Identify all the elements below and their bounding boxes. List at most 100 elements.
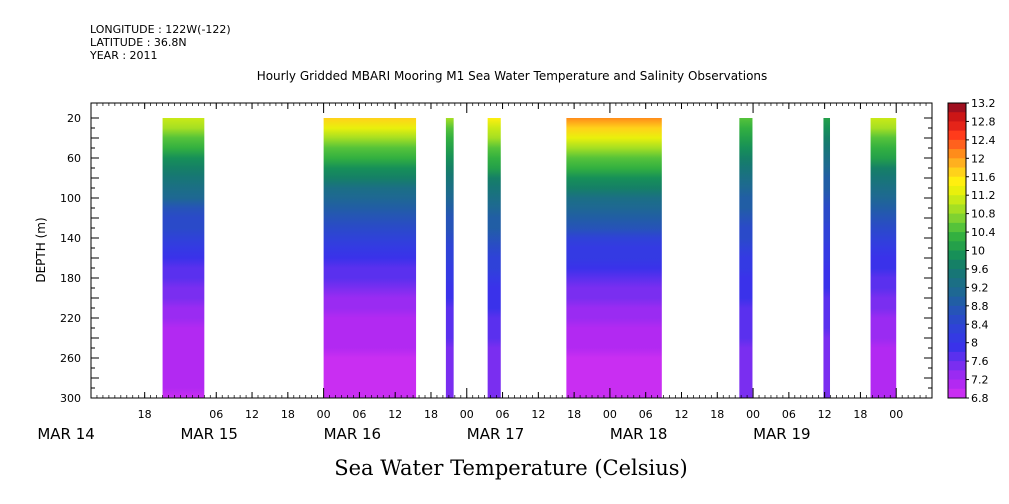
data-block bbox=[162, 118, 205, 398]
x-tick-label: 12 bbox=[388, 408, 402, 421]
colorbar-swatch bbox=[948, 185, 966, 196]
colorbar-swatch bbox=[948, 204, 966, 215]
colorbar-label: 12.8 bbox=[971, 115, 996, 128]
x-tick-label: 00 bbox=[889, 408, 903, 421]
colorbar-swatch bbox=[948, 222, 966, 233]
colorbar-swatch bbox=[948, 287, 966, 297]
colorbar-swatch bbox=[948, 315, 966, 325]
x-tick-label: 18 bbox=[281, 408, 295, 421]
colorbar-label: 13.2 bbox=[971, 97, 996, 110]
colorbar-swatch bbox=[948, 278, 966, 288]
data-block bbox=[823, 118, 831, 398]
colorbar-label: 10.4 bbox=[971, 226, 996, 239]
colorbar: 13.2 12.8 12.4 12 11.6 11.2 10.8 10.4 10 9.6 9.2 8.… bbox=[947, 97, 996, 405]
colorbar-label: 10.8 bbox=[971, 208, 996, 221]
colorbar-label: 7.2 bbox=[971, 374, 989, 387]
x-tick-label: 00 bbox=[460, 408, 474, 421]
x-tick-label: 06 bbox=[639, 408, 653, 421]
plot-frame bbox=[90, 102, 933, 399]
x-date-label: MAR 14 bbox=[37, 425, 94, 443]
x-tick-label: 12 bbox=[818, 408, 832, 421]
y-axis: 20 60 100 140 180 220 260 300 bbox=[60, 112, 932, 405]
colorbar-swatch bbox=[948, 112, 966, 122]
x-tick-label: 06 bbox=[352, 408, 366, 421]
x-date-label: MAR 16 bbox=[324, 425, 381, 443]
colorbar-swatch bbox=[948, 259, 966, 270]
colorbar-label: 10 bbox=[971, 245, 985, 258]
colorbar-swatch bbox=[948, 195, 966, 205]
colorbar-swatch bbox=[948, 250, 966, 261]
plot-border bbox=[90, 102, 933, 399]
colorbar-swatch bbox=[948, 158, 966, 168]
y-tick-label: 60 bbox=[67, 152, 81, 165]
colorbar-swatch bbox=[948, 167, 966, 178]
x-tick-label: 00 bbox=[603, 408, 617, 421]
y-tick-label: 100 bbox=[60, 192, 81, 205]
colorbar-swatch bbox=[948, 130, 966, 141]
y-tick-label: 180 bbox=[60, 272, 81, 285]
x-tick-label: 18 bbox=[710, 408, 724, 421]
colorbar-swatch bbox=[948, 388, 966, 399]
colorbar-label: 9.6 bbox=[971, 263, 989, 276]
data-block bbox=[445, 118, 454, 398]
colorbar-swatch bbox=[948, 232, 966, 242]
x-date-label: MAR 18 bbox=[610, 425, 667, 443]
x-tick-label: 12 bbox=[531, 408, 545, 421]
x-date-label: MAR 17 bbox=[467, 425, 524, 443]
y-tick-label: 220 bbox=[60, 312, 81, 325]
x-tick-label: 18 bbox=[567, 408, 581, 421]
colorbar-swatch bbox=[948, 370, 966, 380]
colorbar-label: 11.2 bbox=[971, 189, 996, 202]
colorbar-label: 9.2 bbox=[971, 281, 989, 294]
latitude-label: LATITUDE : 36.8N bbox=[90, 36, 187, 49]
colorbar-swatch bbox=[948, 103, 966, 113]
colorbar-label: 8.4 bbox=[971, 318, 989, 331]
x-tick-label: 00 bbox=[746, 408, 760, 421]
x-tick-label: 06 bbox=[209, 408, 223, 421]
colorbar-swatch bbox=[948, 213, 966, 224]
chart-title: Hourly Gridded MBARI Mooring M1 Sea Wate… bbox=[257, 69, 768, 83]
data-blocks bbox=[162, 118, 897, 398]
colorbar-swatch bbox=[948, 296, 966, 307]
colorbar-swatch bbox=[948, 324, 966, 334]
colorbar-swatch bbox=[948, 149, 966, 159]
colorbar-label: 8.8 bbox=[971, 300, 989, 313]
data-block bbox=[739, 118, 753, 398]
x-tick-label: 18 bbox=[853, 408, 867, 421]
y-tick-label: 300 bbox=[60, 392, 81, 405]
x-tick-label: 12 bbox=[245, 408, 259, 421]
x-date-label: MAR 19 bbox=[753, 425, 810, 443]
data-block bbox=[487, 118, 501, 398]
year-label: YEAR : 2011 bbox=[90, 49, 158, 62]
longitude-label: LONGITUDE : 122W(-122) bbox=[90, 23, 231, 36]
x-axis: 18 06 12 18 00 06 12 18 00 06 12 18 00 06 12 18 00 06 12 18… bbox=[37, 103, 933, 443]
data-block bbox=[870, 118, 897, 398]
colorbar-label: 12 bbox=[971, 152, 985, 165]
colorbar-swatch bbox=[948, 361, 966, 371]
colorbar-swatch bbox=[948, 268, 966, 279]
data-block bbox=[566, 118, 662, 398]
colorbar-swatch bbox=[948, 121, 966, 132]
y-tick-label: 260 bbox=[60, 352, 81, 365]
x-tick-label: 18 bbox=[138, 408, 152, 421]
x-tick-label: 12 bbox=[674, 408, 688, 421]
x-tick-label: 06 bbox=[782, 408, 796, 421]
colorbar-swatch bbox=[948, 176, 966, 187]
x-tick-label: 06 bbox=[496, 408, 510, 421]
colorbar-swatch bbox=[948, 333, 966, 344]
x-date-label: MAR 15 bbox=[180, 425, 237, 443]
colorbar-swatch bbox=[948, 342, 966, 353]
colorbar-label: 6.8 bbox=[971, 392, 989, 405]
x-tick-label: 00 bbox=[317, 408, 331, 421]
colorbar-label: 11.6 bbox=[971, 171, 996, 184]
y-tick-label: 20 bbox=[67, 112, 81, 125]
y-tick-label: 140 bbox=[60, 232, 81, 245]
x-axis-label: Sea Water Temperature (Celsius) bbox=[334, 456, 688, 480]
data-block bbox=[323, 118, 417, 398]
colorbar-swatch bbox=[948, 379, 966, 390]
colorbar-label: 8 bbox=[971, 337, 978, 350]
y-axis-label: DEPTH (m) bbox=[34, 217, 48, 282]
colorbar-swatch bbox=[948, 351, 966, 362]
colorbar-swatch bbox=[948, 305, 966, 316]
